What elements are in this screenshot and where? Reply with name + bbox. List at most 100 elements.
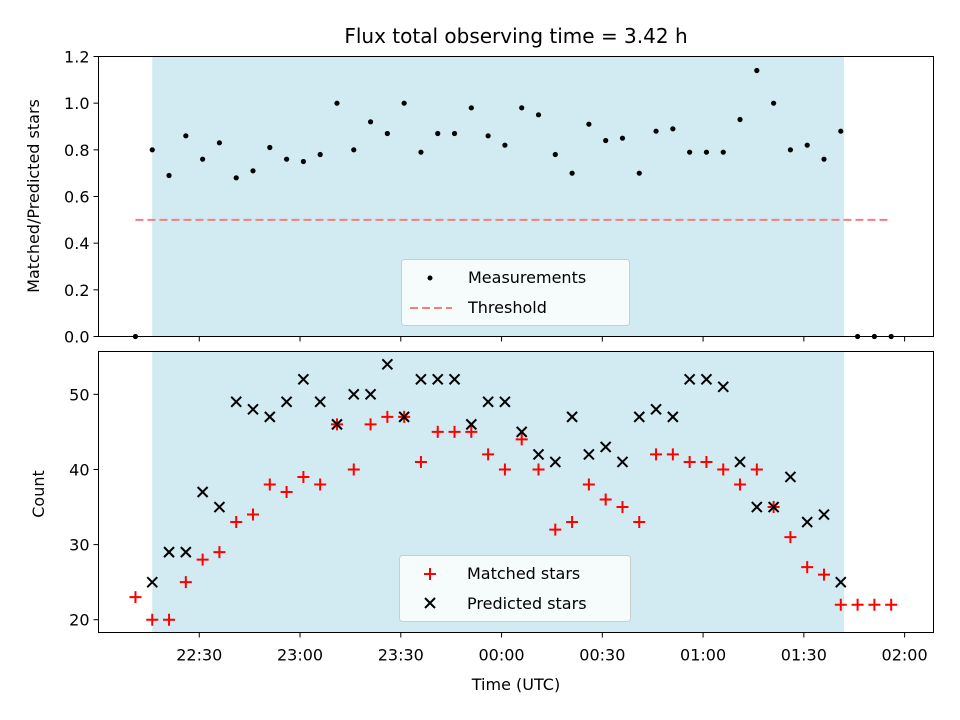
measurement-point — [300, 158, 306, 165]
matched-star-point — [818, 568, 831, 581]
bottom-legend-box — [399, 555, 631, 622]
matched-star-point — [834, 598, 847, 611]
bottom-xtick-label: 22:30 — [176, 646, 222, 665]
predicted-star-point — [465, 418, 478, 431]
matched-star-point — [784, 531, 797, 544]
bottom-xtick-label: 01:00 — [680, 646, 726, 665]
top-legend: Measurements Threshold — [401, 259, 630, 326]
matched-star-point — [247, 508, 260, 521]
measurement-point — [502, 142, 508, 148]
matched-star-point — [297, 470, 310, 483]
predicted-star-point — [549, 456, 562, 468]
matched-star-point — [532, 463, 545, 476]
predicted-star-point — [734, 456, 746, 468]
predicted-star-point — [784, 471, 797, 483]
top-ytick-label: 0.0 — [64, 328, 89, 347]
predicted-star-point — [633, 411, 645, 423]
predicted-star-point — [482, 396, 494, 408]
measurement-point — [771, 100, 777, 106]
bottom-axes-frame — [98, 351, 934, 633]
top-title: Flux total observing time = 3.42 h — [344, 24, 687, 48]
matched-star-point — [885, 598, 898, 611]
bottom-ylabel: Count — [29, 470, 48, 518]
measurement-point — [619, 135, 626, 141]
matched-star-point — [599, 493, 612, 506]
predicted-star-point — [415, 373, 427, 386]
legend-label-measurements: Measurements — [468, 268, 586, 287]
top-legend-box — [401, 259, 630, 326]
measurement-point — [468, 105, 474, 111]
measurement-point — [586, 121, 592, 127]
legend-label-threshold: Threshold — [467, 298, 547, 317]
matched-star-point — [163, 613, 176, 626]
predicted-star-point — [516, 426, 528, 438]
predicted-star-point — [196, 486, 209, 498]
legend-label-predicted: Predicted stars — [467, 594, 587, 613]
matched-star-point — [364, 418, 377, 431]
matched-star-point — [515, 433, 528, 446]
matched-star-point — [549, 523, 562, 536]
matched-star-point — [129, 591, 142, 604]
predicted-star-point — [381, 358, 394, 370]
bottom-xtick-label: 01:30 — [781, 646, 827, 665]
measurement-point — [535, 112, 542, 118]
measurement-point — [687, 149, 693, 155]
measurement-point — [754, 67, 760, 74]
measurement-point — [283, 156, 290, 162]
top-ytick-label: 0.6 — [64, 188, 89, 207]
matched-star-point — [381, 410, 394, 423]
matched-star-point — [700, 455, 713, 468]
bottom-xtick-label: 23:00 — [277, 646, 323, 665]
measurement-point — [267, 144, 273, 151]
matched-star-point — [448, 425, 461, 438]
matched-star-point — [582, 478, 595, 491]
predicted-star-point — [280, 396, 293, 408]
measurement-point — [485, 133, 491, 139]
matched-star-point — [213, 546, 226, 559]
matched-star-point — [431, 425, 444, 438]
matched-star-point — [280, 486, 293, 498]
measurement-point — [787, 147, 794, 153]
matched-star-point — [482, 448, 495, 461]
top-axes-frame — [98, 56, 934, 337]
measurement-point — [317, 151, 323, 158]
bottom-xtick-label: 00:00 — [479, 646, 525, 665]
predicted-star-point — [532, 448, 545, 461]
predicted-star-point — [163, 546, 175, 558]
predicted-star-point — [180, 546, 192, 558]
predicted-star-point — [331, 418, 343, 431]
predicted-star-point — [767, 501, 780, 513]
bottom-legend: Matched stars Predicted stars — [399, 555, 631, 622]
predicted-star-point — [398, 411, 410, 423]
matched-star-point — [801, 561, 814, 574]
matched-star-point — [179, 576, 192, 589]
bottom-panel: 20 30 40 50 22:30 23:00 23:30 00:00 00:30 01:00 0… — [29, 351, 934, 694]
measurement-point — [351, 147, 357, 153]
measurement-point — [519, 105, 525, 111]
measurement-point — [418, 149, 424, 155]
measurement-point — [367, 119, 374, 125]
measurement-point — [200, 156, 206, 162]
measurement-point — [401, 100, 407, 106]
measurement-point — [653, 128, 659, 134]
measurement-point — [636, 170, 642, 176]
predicted-star-point — [297, 373, 310, 386]
measurement-point — [720, 149, 726, 155]
matched-star-point — [868, 598, 881, 611]
matched-star-point — [683, 455, 696, 468]
bottom-xtick-label: 00:30 — [579, 646, 625, 665]
predicted-star-point — [650, 403, 662, 416]
predicted-star-point — [835, 576, 847, 588]
measurement-point — [149, 147, 155, 153]
top-ytick-label: 1.2 — [64, 48, 89, 67]
predicted-star-point — [364, 388, 377, 401]
measurement-point — [334, 100, 340, 106]
matched-star-point — [414, 455, 427, 468]
measurement-point — [569, 170, 575, 176]
matched-star-point — [650, 448, 663, 461]
measurement-point — [703, 149, 710, 155]
predicted-star-point — [801, 516, 813, 528]
predicted-star-point — [264, 411, 276, 423]
matched-star-point — [230, 516, 243, 529]
